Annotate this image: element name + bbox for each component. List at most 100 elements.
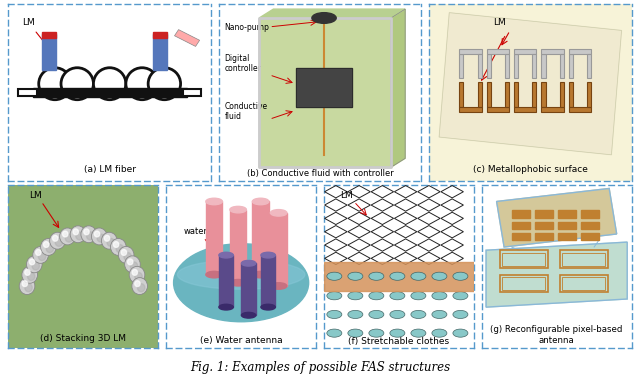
Circle shape: [52, 235, 58, 241]
Circle shape: [65, 234, 73, 242]
Bar: [562, 253, 605, 266]
Circle shape: [70, 226, 86, 243]
Bar: [541, 82, 545, 107]
Bar: [477, 82, 482, 107]
Bar: [559, 274, 607, 293]
Circle shape: [50, 232, 65, 249]
Text: (e) Water antenna: (e) Water antenna: [200, 336, 282, 344]
Ellipse shape: [241, 260, 256, 266]
Bar: [241, 263, 256, 315]
Ellipse shape: [261, 252, 275, 258]
Circle shape: [113, 242, 119, 248]
Ellipse shape: [206, 271, 222, 278]
Ellipse shape: [348, 272, 363, 280]
Bar: [230, 209, 246, 283]
Bar: [259, 18, 391, 167]
Text: LM: LM: [22, 18, 46, 45]
Ellipse shape: [61, 68, 93, 100]
Bar: [505, 82, 509, 107]
Circle shape: [44, 242, 49, 248]
Bar: [502, 253, 545, 266]
Circle shape: [63, 231, 68, 237]
Text: Conductive
fluid: Conductive fluid: [225, 102, 268, 121]
Bar: [502, 277, 545, 290]
Text: LM: LM: [493, 18, 506, 27]
Bar: [569, 82, 573, 107]
Bar: [182, 89, 201, 96]
Bar: [487, 107, 509, 112]
Circle shape: [38, 253, 46, 260]
Circle shape: [86, 232, 94, 240]
Bar: [532, 82, 536, 107]
Circle shape: [55, 238, 63, 246]
Polygon shape: [486, 242, 627, 307]
Bar: [206, 201, 222, 274]
Bar: [562, 277, 605, 290]
Circle shape: [22, 266, 38, 283]
Circle shape: [22, 281, 28, 287]
Bar: [500, 274, 548, 293]
Bar: [487, 54, 491, 78]
Ellipse shape: [327, 310, 342, 319]
Text: LM: LM: [29, 191, 42, 200]
Bar: [569, 48, 591, 54]
Ellipse shape: [177, 260, 305, 289]
Bar: [581, 211, 600, 218]
Ellipse shape: [252, 198, 269, 205]
Ellipse shape: [411, 272, 426, 280]
Circle shape: [124, 253, 131, 260]
Ellipse shape: [206, 198, 222, 205]
Circle shape: [19, 277, 35, 294]
Bar: [558, 222, 576, 229]
Bar: [42, 32, 56, 39]
Ellipse shape: [327, 329, 342, 337]
Circle shape: [28, 273, 35, 280]
Bar: [514, 54, 518, 78]
Text: Fig. 1: Examples of possible FAS structures: Fig. 1: Examples of possible FAS structu…: [190, 361, 450, 374]
Circle shape: [138, 284, 145, 292]
Ellipse shape: [390, 329, 405, 337]
Ellipse shape: [241, 312, 256, 318]
Bar: [460, 107, 482, 112]
Bar: [511, 222, 530, 229]
Polygon shape: [259, 9, 405, 18]
Bar: [560, 82, 564, 107]
Ellipse shape: [148, 68, 180, 100]
Bar: [587, 82, 591, 107]
Ellipse shape: [411, 292, 426, 300]
Text: (g) Reconfigurable pixel-based
antenna: (g) Reconfigurable pixel-based antenna: [490, 325, 623, 344]
Polygon shape: [259, 18, 391, 167]
Bar: [175, 29, 200, 46]
Ellipse shape: [348, 292, 363, 300]
Text: (f) Stretchable clothes: (f) Stretchable clothes: [348, 337, 449, 346]
Ellipse shape: [173, 244, 308, 322]
Circle shape: [125, 256, 140, 273]
Bar: [532, 54, 536, 78]
Ellipse shape: [230, 206, 246, 213]
Text: water: water: [184, 227, 208, 236]
Circle shape: [92, 228, 107, 245]
Bar: [505, 54, 509, 78]
Bar: [581, 222, 600, 229]
Ellipse shape: [252, 271, 269, 278]
Bar: [514, 107, 536, 112]
Ellipse shape: [312, 13, 336, 23]
Circle shape: [46, 245, 54, 253]
Ellipse shape: [432, 272, 447, 280]
Ellipse shape: [126, 68, 158, 100]
Circle shape: [73, 229, 79, 235]
Ellipse shape: [432, 292, 447, 300]
Circle shape: [132, 270, 138, 275]
Bar: [514, 82, 518, 107]
Bar: [270, 213, 287, 286]
Polygon shape: [439, 13, 621, 155]
Circle shape: [84, 229, 89, 235]
Bar: [511, 233, 530, 240]
Circle shape: [116, 245, 124, 253]
Circle shape: [135, 273, 142, 280]
Circle shape: [129, 266, 145, 283]
Circle shape: [118, 246, 134, 263]
Bar: [460, 54, 463, 78]
Bar: [569, 107, 591, 112]
Bar: [261, 255, 275, 307]
